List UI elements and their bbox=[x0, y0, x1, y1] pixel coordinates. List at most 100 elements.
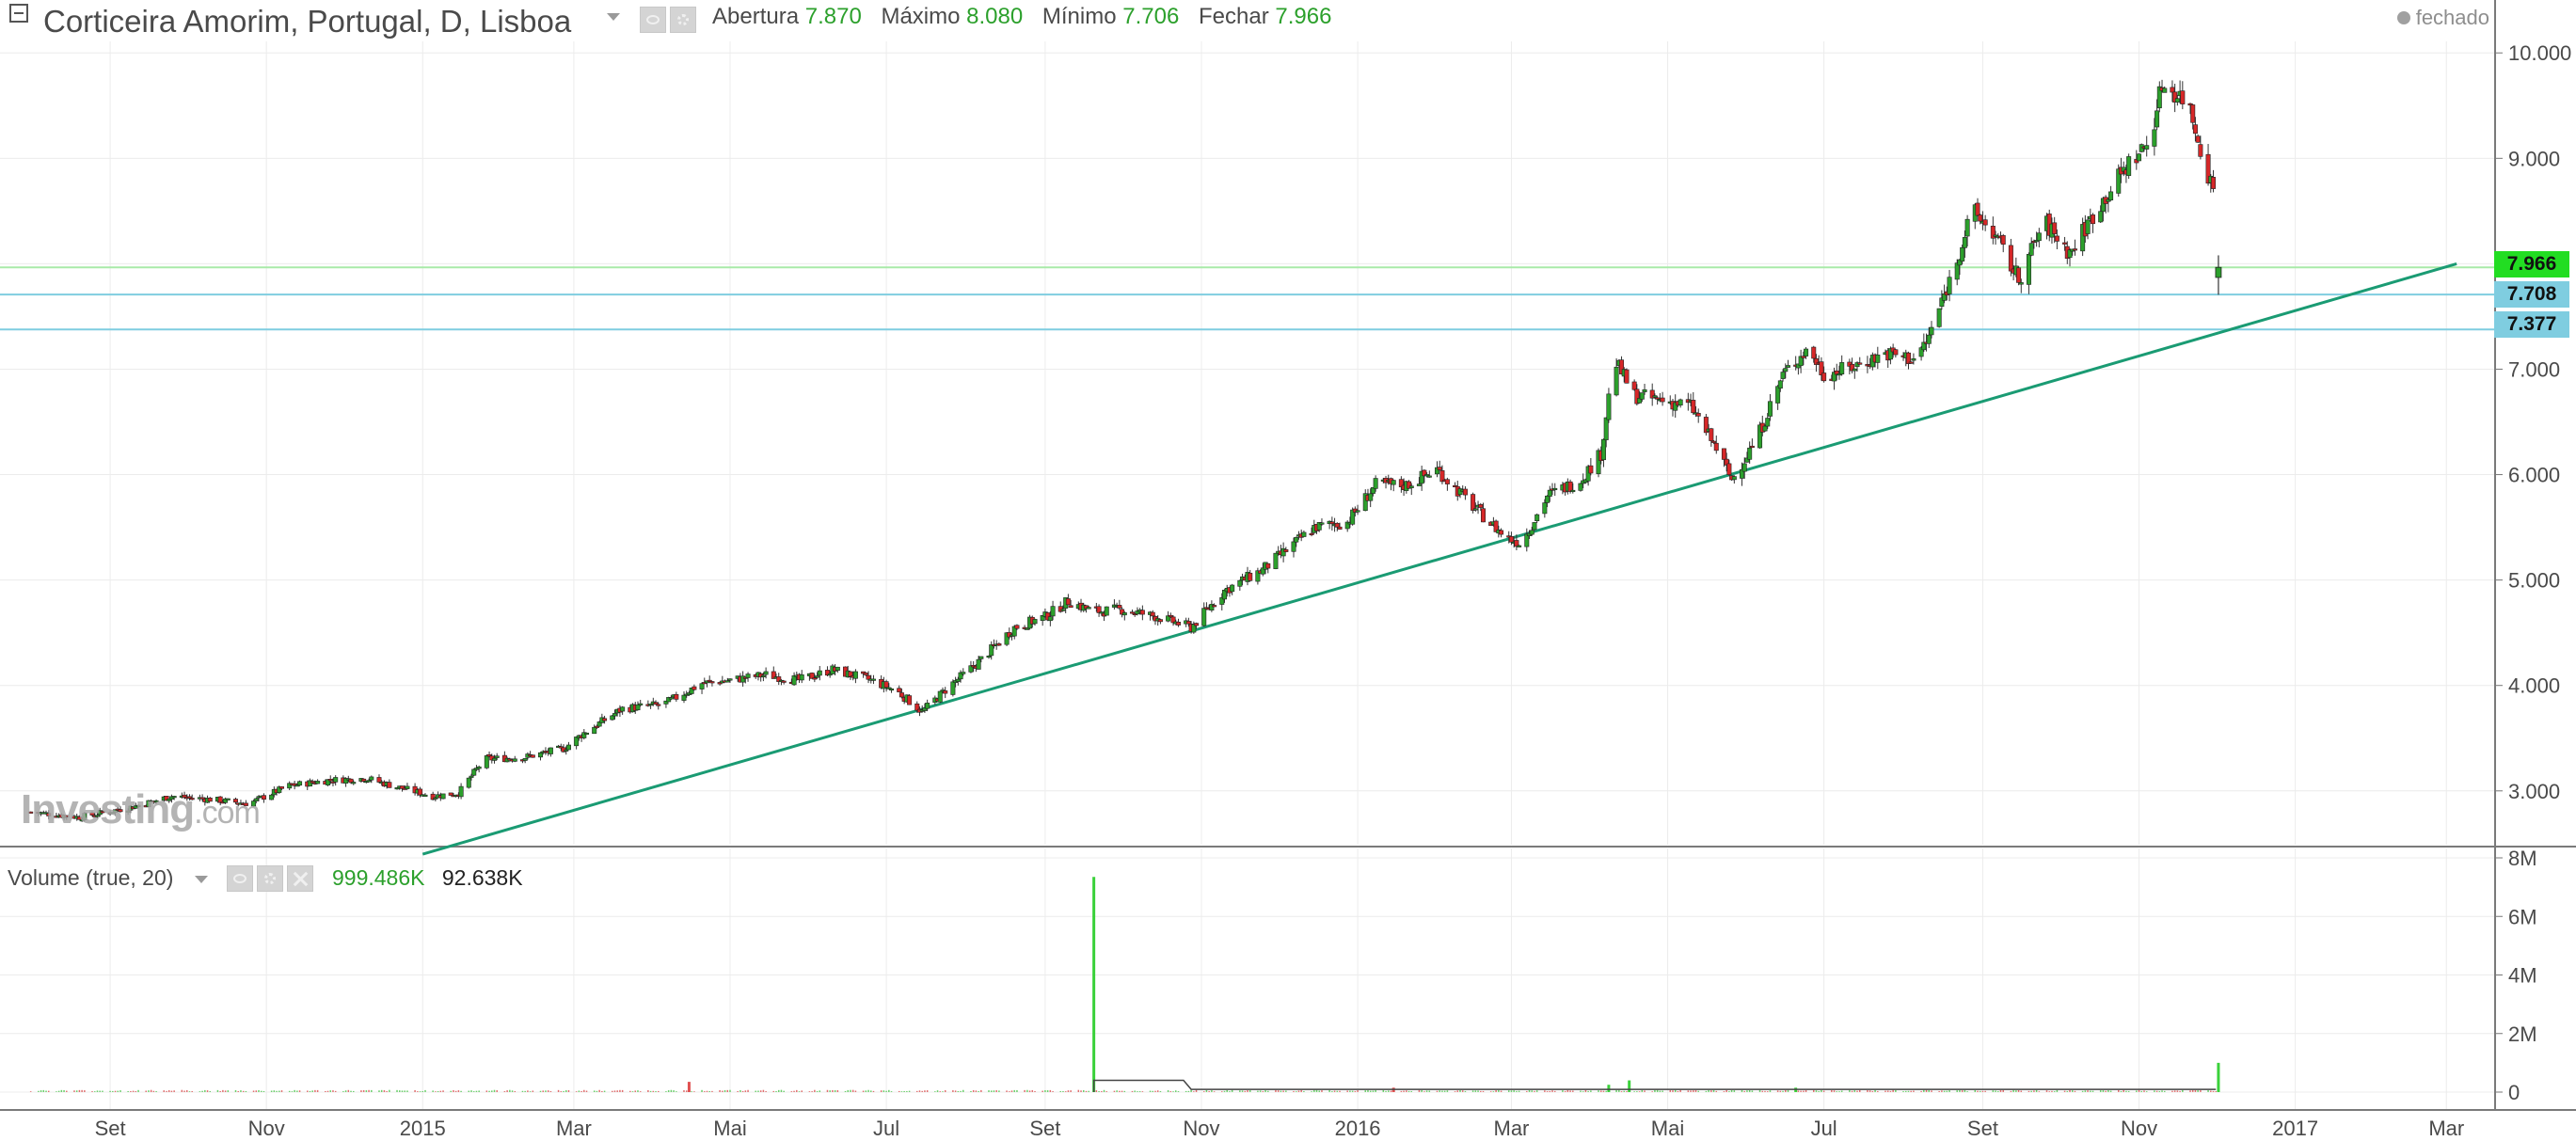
candle-down bbox=[1811, 346, 1817, 359]
candle-up bbox=[1230, 584, 1235, 593]
volume-eye-icon[interactable] bbox=[227, 865, 253, 892]
volume-title[interactable]: Volume (true, 20) bbox=[8, 865, 174, 890]
candle-up bbox=[612, 713, 617, 717]
candle-up bbox=[565, 744, 571, 751]
candle-up bbox=[422, 794, 428, 797]
y-tick-label: 7.000 bbox=[2508, 357, 2560, 381]
candle-down bbox=[430, 793, 436, 800]
candle-down bbox=[602, 718, 608, 721]
collapse-icon[interactable] bbox=[9, 4, 28, 23]
candle-up bbox=[1419, 470, 1424, 484]
candle-up bbox=[2034, 240, 2040, 243]
candle-up bbox=[584, 732, 590, 736]
candle-down bbox=[1057, 606, 1063, 612]
candle-up bbox=[494, 755, 500, 758]
volume-tick-label: 4M bbox=[2508, 964, 2537, 988]
candle-up bbox=[94, 815, 100, 817]
candle-up bbox=[1350, 509, 1356, 525]
volume-chevron-down-icon[interactable] bbox=[195, 876, 208, 883]
candle-down bbox=[1014, 625, 1020, 629]
candle-up bbox=[82, 813, 87, 820]
candle-up bbox=[1637, 398, 1643, 404]
eye-icon[interactable] bbox=[640, 7, 666, 33]
candle-up bbox=[989, 644, 994, 657]
volume-close-icon[interactable] bbox=[287, 865, 313, 892]
ohlc-low-value: 7.706 bbox=[1122, 4, 1180, 29]
candle-up bbox=[326, 779, 331, 785]
candle-up bbox=[167, 799, 172, 801]
gear-icon[interactable] bbox=[670, 7, 696, 33]
candle-up bbox=[1762, 425, 1768, 432]
candle-up bbox=[253, 798, 259, 801]
candle-up bbox=[1273, 552, 1279, 569]
candle-up bbox=[689, 687, 694, 694]
candle-up bbox=[394, 787, 400, 790]
candle-up bbox=[1739, 468, 1744, 479]
candle-up bbox=[958, 672, 963, 680]
candle-up bbox=[1370, 486, 1375, 494]
candle-up bbox=[294, 784, 300, 787]
candle-down bbox=[1801, 356, 1806, 358]
candle-down bbox=[2091, 214, 2096, 225]
candle-up bbox=[817, 670, 822, 676]
candle-down bbox=[1813, 357, 1819, 365]
candle-up bbox=[269, 794, 275, 800]
candle-up bbox=[596, 721, 602, 727]
x-tick-label: Jul bbox=[873, 1117, 899, 1140]
x-tick-label: 2016 bbox=[1335, 1117, 1381, 1140]
trendline bbox=[421, 261, 2457, 856]
candle-up bbox=[610, 715, 615, 721]
candle-up bbox=[1362, 493, 1368, 512]
candle-down bbox=[1129, 611, 1135, 614]
candle-down bbox=[2016, 267, 2022, 283]
candle-down bbox=[656, 704, 661, 706]
y-tick-label: 3.000 bbox=[2508, 780, 2560, 803]
candle-up bbox=[484, 755, 489, 769]
candle-up bbox=[1585, 466, 1591, 482]
candle-down bbox=[330, 781, 336, 784]
candle-up bbox=[538, 752, 544, 758]
chevron-down-icon[interactable] bbox=[607, 13, 620, 21]
x-tick-label: Mar bbox=[556, 1117, 592, 1140]
candle-up bbox=[1854, 362, 1860, 368]
x-tick-label: Set bbox=[1967, 1117, 1998, 1140]
candle-up bbox=[815, 675, 820, 678]
candle-up bbox=[1408, 485, 1414, 488]
candle-up bbox=[512, 758, 517, 762]
candle-up bbox=[1032, 619, 1038, 625]
candle-down bbox=[558, 746, 564, 749]
candle-down bbox=[46, 813, 52, 816]
chart-header: Corticeira Amorim, Portugal, D, Lisboa A… bbox=[0, 0, 2576, 41]
candle-down bbox=[530, 754, 535, 758]
candle-down bbox=[2172, 91, 2178, 103]
candle-down bbox=[914, 703, 920, 711]
candle-up bbox=[2080, 224, 2086, 252]
candle-up bbox=[835, 666, 840, 671]
candle-down bbox=[64, 815, 70, 817]
candle-up bbox=[1319, 522, 1325, 525]
candle-down bbox=[1721, 448, 1726, 460]
candle-up bbox=[1280, 547, 1286, 557]
candle-up bbox=[476, 766, 482, 769]
candle-down bbox=[1660, 397, 1665, 403]
candle-up bbox=[1614, 366, 1619, 396]
candle-down bbox=[2072, 248, 2077, 251]
candle-down bbox=[1695, 413, 1701, 417]
candle-down bbox=[1175, 622, 1181, 626]
candle-up bbox=[1741, 463, 1747, 472]
candle-down bbox=[943, 690, 948, 694]
candle-up bbox=[1936, 308, 1942, 327]
volume-gear-icon[interactable] bbox=[257, 865, 283, 892]
candle-up bbox=[225, 798, 231, 800]
candle-up bbox=[745, 674, 751, 678]
candle-up bbox=[1942, 293, 1948, 301]
candle-up bbox=[1294, 537, 1299, 543]
ohlc-high-label: Máximo bbox=[881, 4, 961, 29]
candle-down bbox=[1407, 481, 1412, 489]
symbol-title[interactable]: Corticeira Amorim, Portugal, D, Lisboa bbox=[43, 4, 572, 39]
volume-series bbox=[29, 877, 2220, 1092]
candle-up bbox=[1050, 606, 1056, 617]
candle-up bbox=[1099, 611, 1105, 614]
volume-values: 999.486K 92.638K bbox=[332, 865, 523, 891]
